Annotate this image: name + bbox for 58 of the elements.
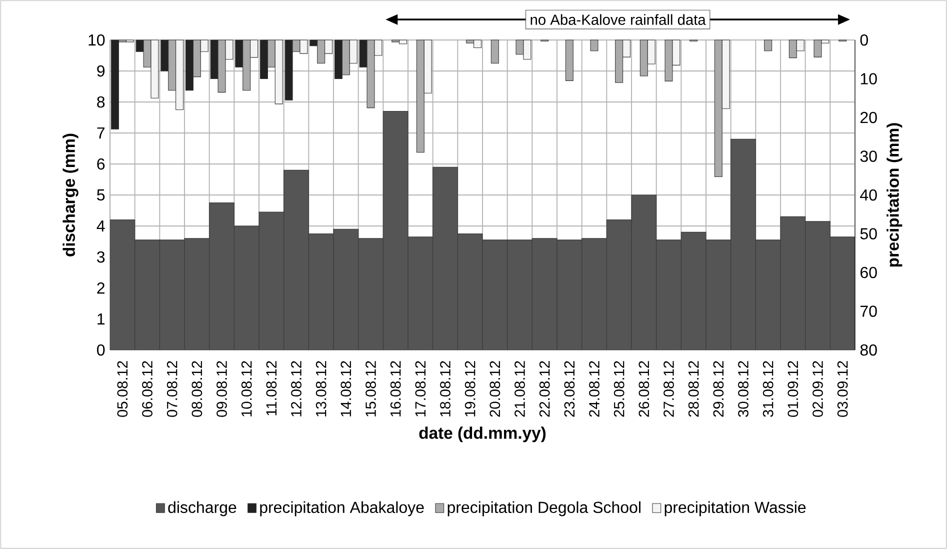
y-tick-label: 0	[97, 344, 105, 356]
x-tick-label: 23.08.12	[564, 361, 575, 417]
y2-tick-label: 30	[860, 150, 877, 162]
y2-tick-label: 0	[860, 34, 868, 46]
legend-label: precipitation Wassie	[664, 501, 806, 516]
x-tick-label: 26.08.12	[638, 361, 650, 417]
x-tick-label: 15.08.12	[366, 361, 376, 416]
y2-tick-label: 70	[860, 306, 877, 317]
legend-label: precipitation Abakaloye	[260, 501, 424, 516]
y-tick-label: 5	[97, 189, 105, 201]
x-axis-title: date (dd.mm.yy)	[419, 426, 546, 442]
x-tick-label: 21.08.12	[514, 361, 525, 417]
x-tick-label: 19.08.12	[464, 361, 476, 416]
x-tick-label: 06.08.12	[142, 361, 152, 417]
y2-tick-label: 40	[860, 189, 877, 201]
x-tick-label: 09.08.12	[216, 361, 227, 417]
x-tick-label: 27.08.12	[664, 361, 674, 417]
x-tick-label: 01.09.12	[788, 361, 798, 417]
x-tick-label: 28.08.12	[688, 361, 699, 417]
y2-tick-label: 80	[860, 344, 877, 356]
x-tick-label: 31.08.12	[762, 361, 774, 417]
y-axis-title: discharge (mm)	[62, 134, 78, 256]
x-tick-label: 12.08.12	[291, 361, 302, 416]
x-tick-label: 18.08.12	[440, 361, 450, 416]
y2-tick-label: 10	[860, 73, 877, 84]
x-tick-label: 10.08.12	[241, 361, 252, 416]
x-tick-label: 11.08.12	[266, 361, 277, 416]
x-tick-label: 07.08.12	[166, 361, 178, 417]
text: no Aba-Kalove rainfall data	[530, 14, 706, 25]
y-tick-label: 9	[97, 65, 105, 77]
y-tick-label: 8	[97, 96, 105, 108]
y2-tick-label: 20	[860, 112, 877, 124]
x-tick-label: 20.08.12	[490, 361, 500, 417]
y-tick-label: 10	[88, 34, 105, 46]
x-tick-label: 16.08.12	[390, 361, 401, 416]
x-tick-label: 02.09.12	[812, 361, 823, 417]
x-tick-label: 29.08.12	[713, 361, 724, 417]
x-tick-label: 13.08.12	[316, 361, 326, 416]
legend-label: precipitation Degola School	[448, 501, 640, 516]
x-tick-label: 30.08.12	[738, 361, 748, 417]
y2-tick-label: 60	[860, 266, 877, 278]
y-tick-label: 4	[96, 220, 105, 232]
y-tick-label: 7	[97, 127, 104, 138]
x-tick-label: 24.08.12	[589, 361, 600, 417]
y2-tick-label: 50	[860, 228, 877, 240]
y-tick-label: 6	[97, 158, 105, 170]
y-tick-label: 2	[97, 282, 104, 294]
y-tick-label: 3	[97, 251, 105, 263]
x-tick-label: 22.08.12	[539, 361, 550, 417]
legend-label: discharge	[168, 501, 236, 516]
x-tick-label: 25.08.12	[614, 361, 624, 417]
x-tick-label: 17.08.12	[415, 361, 426, 416]
x-tick-label: 05.08.12	[117, 361, 128, 417]
y2-axis-title: precipitation (mm)	[886, 123, 902, 267]
x-tick-label: 08.08.12	[192, 361, 202, 417]
y-tick-label: 1	[98, 313, 105, 324]
x-tick-label: 14.08.12	[340, 361, 352, 416]
x-tick-label: 03.09.12	[837, 361, 848, 417]
